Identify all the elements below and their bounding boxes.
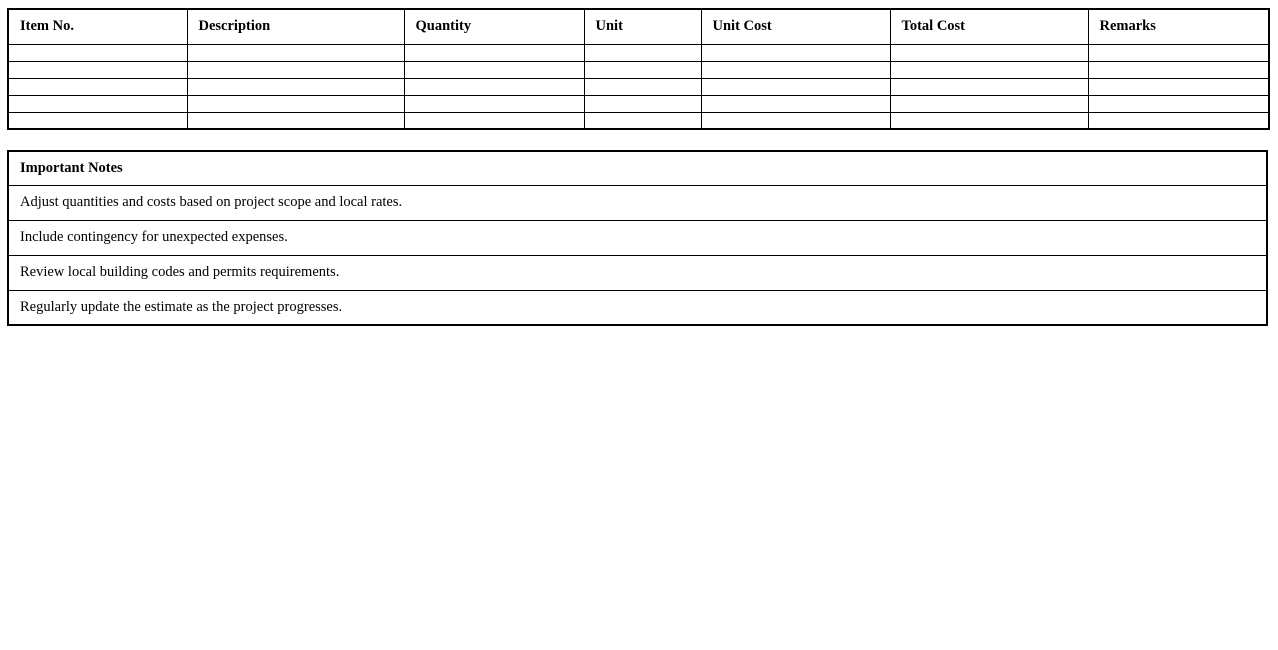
- estimate-empty-cell[interactable]: [889, 94, 1089, 113]
- estimate-empty-cell[interactable]: [403, 60, 585, 79]
- estimate-empty-cell[interactable]: [1087, 60, 1270, 79]
- estimate-empty-row: [7, 94, 1270, 113]
- estimate-empty-cell[interactable]: [700, 94, 891, 113]
- estimate-empty-cell[interactable]: [7, 94, 188, 113]
- column-header-remarks: Remarks: [1087, 8, 1270, 45]
- estimate-empty-cell[interactable]: [700, 60, 891, 79]
- note-text: Regularly update the estimate as the pro…: [7, 289, 1268, 326]
- estimate-empty-cell[interactable]: [186, 94, 405, 113]
- estimate-empty-cell[interactable]: [889, 111, 1089, 130]
- estimate-empty-cell[interactable]: [583, 43, 702, 62]
- estimate-empty-cell[interactable]: [889, 77, 1089, 96]
- estimate-empty-cell[interactable]: [583, 94, 702, 113]
- note-row: Include contingency for unexpected expen…: [7, 219, 1268, 256]
- estimate-table: Item No. Description Quantity Unit Unit …: [7, 8, 1270, 130]
- estimate-empty-row: [7, 43, 1270, 62]
- estimate-empty-cell[interactable]: [1087, 94, 1270, 113]
- note-text: Include contingency for unexpected expen…: [7, 219, 1268, 256]
- estimate-empty-cell[interactable]: [889, 60, 1089, 79]
- estimate-empty-cell[interactable]: [186, 111, 405, 130]
- estimate-empty-cell[interactable]: [403, 111, 585, 130]
- estimate-empty-cell[interactable]: [700, 43, 891, 62]
- column-header-unit: Unit: [583, 8, 702, 45]
- note-row: Regularly update the estimate as the pro…: [7, 289, 1268, 326]
- estimate-empty-cell[interactable]: [583, 60, 702, 79]
- notes-title: Important Notes: [7, 150, 1268, 186]
- notes-header-row: Important Notes: [7, 150, 1268, 186]
- estimate-table-body: [7, 43, 1270, 130]
- note-row: Adjust quantities and costs based on pro…: [7, 184, 1268, 221]
- estimate-empty-cell[interactable]: [700, 77, 891, 96]
- estimate-empty-cell[interactable]: [186, 60, 405, 79]
- estimate-empty-row: [7, 60, 1270, 79]
- column-header-description: Description: [186, 8, 405, 45]
- estimate-empty-cell[interactable]: [1087, 43, 1270, 62]
- estimate-empty-cell[interactable]: [583, 111, 702, 130]
- column-header-unit-cost: Unit Cost: [700, 8, 891, 45]
- estimate-empty-cell[interactable]: [1087, 111, 1270, 130]
- column-header-quantity: Quantity: [403, 8, 585, 45]
- note-text: Adjust quantities and costs based on pro…: [7, 184, 1268, 221]
- estimate-empty-cell[interactable]: [1087, 77, 1270, 96]
- estimate-empty-cell[interactable]: [889, 43, 1089, 62]
- estimate-empty-row: [7, 111, 1270, 130]
- estimate-empty-cell[interactable]: [186, 43, 405, 62]
- estimate-empty-cell[interactable]: [7, 111, 188, 130]
- note-row: Review local building codes and permits …: [7, 254, 1268, 291]
- note-text: Review local building codes and permits …: [7, 254, 1268, 291]
- estimate-empty-cell[interactable]: [7, 77, 188, 96]
- estimate-empty-cell[interactable]: [403, 94, 585, 113]
- estimate-empty-cell[interactable]: [186, 77, 405, 96]
- estimate-empty-cell[interactable]: [7, 43, 188, 62]
- estimate-empty-row: [7, 77, 1270, 96]
- column-header-total-cost: Total Cost: [889, 8, 1089, 45]
- estimate-empty-cell[interactable]: [700, 111, 891, 130]
- important-notes-table: Important Notes Adjust quantities and co…: [7, 150, 1268, 326]
- estimate-empty-cell[interactable]: [583, 77, 702, 96]
- estimate-empty-cell[interactable]: [403, 43, 585, 62]
- estimate-header-row: Item No. Description Quantity Unit Unit …: [7, 8, 1270, 45]
- estimate-empty-cell[interactable]: [7, 60, 188, 79]
- estimate-empty-cell[interactable]: [403, 77, 585, 96]
- column-header-item-no: Item No.: [7, 8, 188, 45]
